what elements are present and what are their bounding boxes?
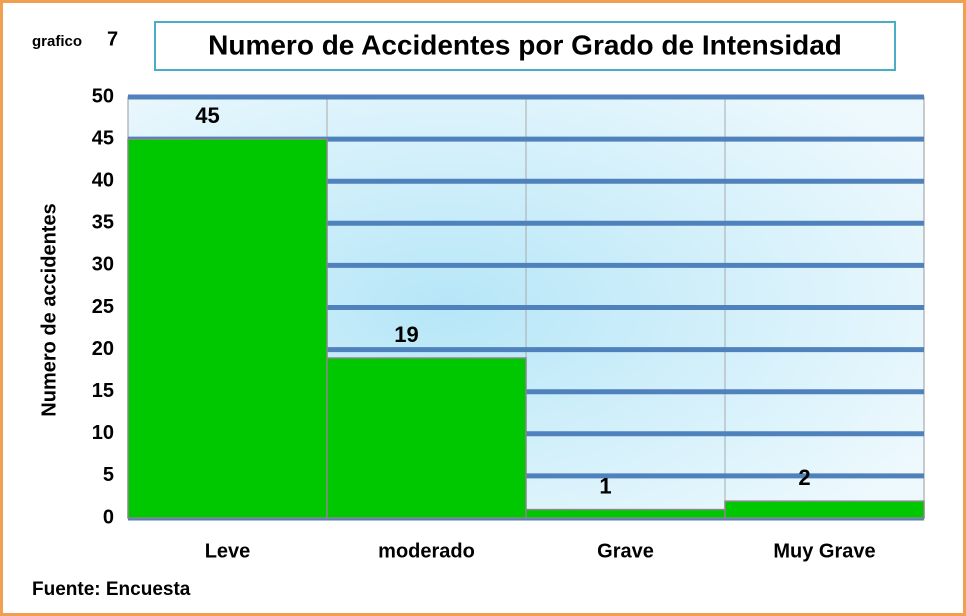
x-tick-label: Leve	[205, 540, 251, 562]
x-tick-label: Grave	[597, 540, 654, 562]
y-axis-label: Numero de accidentes	[38, 203, 60, 416]
data-label: 2	[798, 465, 810, 490]
y-tick-label: 30	[92, 254, 114, 276]
data-label: 1	[599, 473, 611, 498]
chart-title: Numero de Accidentes por Grado de Intens…	[208, 29, 842, 60]
data-label: 19	[394, 322, 418, 347]
y-tick-label: 20	[92, 338, 114, 360]
bar	[525, 508, 726, 519]
title-box	[154, 21, 896, 71]
y-tick-label: 5	[103, 464, 114, 486]
y-tick-label: 0	[103, 506, 114, 528]
figure-number: 7	[107, 28, 118, 50]
y-tick-label: 50	[92, 85, 114, 107]
y-tick-label: 40	[92, 169, 114, 191]
y-tick-label: 25	[92, 296, 114, 318]
source: Fuente: Encuesta	[32, 579, 191, 600]
bar	[127, 138, 328, 519]
x-tick-label: moderado	[378, 540, 475, 562]
y-tick-label: 15	[92, 380, 114, 402]
bar	[724, 500, 925, 519]
y-tick-label: 10	[92, 422, 114, 444]
data-label: 45	[195, 103, 219, 128]
figure-label: grafico	[32, 33, 82, 50]
y-tick-label: 45	[92, 127, 114, 149]
x-tick-label: Muy Grave	[773, 540, 875, 562]
y-tick-label: 35	[92, 212, 114, 234]
bar	[326, 357, 527, 519]
